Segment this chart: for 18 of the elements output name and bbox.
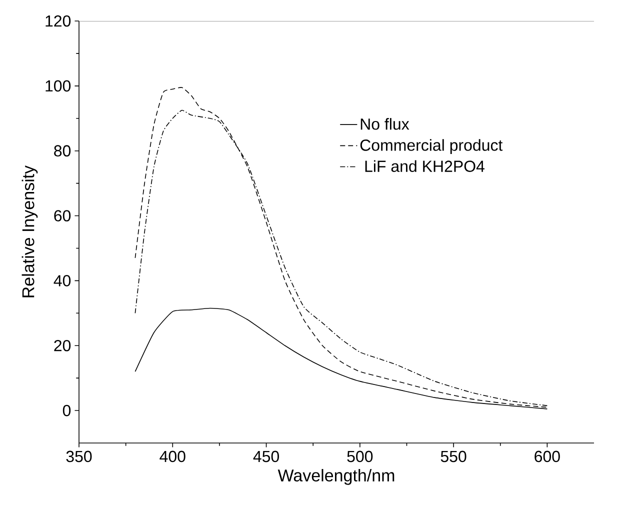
x-tick-label: 400 [160,450,186,462]
x-axis-title: Wavelength/nm [278,469,394,485]
y-axis-title: Relative Inyensity [22,165,38,298]
x-tick-label: 500 [347,450,373,462]
legend-label: No flux [360,118,410,130]
y-tick-label: 120 [46,15,71,27]
x-tick-label: 450 [253,450,279,462]
x-tick-label: 550 [440,450,466,462]
y-tick-label: 20 [54,340,71,352]
y-tick-label: 60 [54,210,71,222]
x-tick-label: 600 [534,450,560,462]
x-tick-label: 350 [66,450,92,462]
legend-label: Commercial product [360,139,503,154]
legend-label: LiF and KH2PO4 [365,160,484,172]
y-tick-label: 0 [62,404,71,416]
y-tick-label: 100 [46,80,71,92]
y-tick-label: 80 [54,145,71,157]
y-tick-label: 40 [54,275,71,286]
